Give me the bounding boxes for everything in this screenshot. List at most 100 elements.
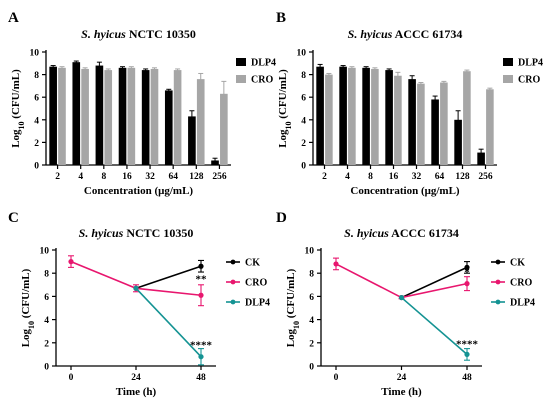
bar-dlp4 xyxy=(339,66,347,165)
y-tick-label: 4 xyxy=(309,316,314,326)
y-tick-label: 2 xyxy=(309,339,314,349)
x-axis-label: Time (h) xyxy=(116,386,157,398)
x-tick-label: 2 xyxy=(322,172,327,182)
legend-label: CK xyxy=(245,258,260,269)
data-point-dlp4 xyxy=(198,354,204,360)
x-tick-label: 4 xyxy=(78,172,83,182)
bar-dlp4 xyxy=(141,70,150,165)
x-axis-label: Concentration (μg/mL) xyxy=(350,185,460,197)
y-tick-label: 8 xyxy=(309,270,314,280)
bar-dlp4 xyxy=(118,67,127,165)
bar-dlp4 xyxy=(454,119,462,165)
bar-cro xyxy=(440,82,448,165)
legend-marker xyxy=(230,259,236,265)
data-point-dlp4 xyxy=(398,294,405,301)
data-point-cro xyxy=(68,259,74,265)
bar-dlp4 xyxy=(362,67,370,165)
x-tick-label: 0 xyxy=(69,373,74,383)
y-tick-label: 10 xyxy=(305,247,315,257)
bar-cro xyxy=(220,93,228,165)
legend-label: DLP4 xyxy=(251,58,276,69)
legend-label: CRO xyxy=(245,278,267,289)
x-tick-label: 128 xyxy=(189,172,204,182)
x-tick-label: 256 xyxy=(478,172,493,182)
significance-label: **** xyxy=(456,338,479,350)
bar-cro xyxy=(127,67,136,165)
x-tick-label: 128 xyxy=(455,172,470,182)
chart-title: S. hyicus NCTC 10350 xyxy=(79,226,194,240)
legend-marker xyxy=(230,299,236,305)
y-tick-label: 0 xyxy=(301,162,306,172)
x-tick-label: 8 xyxy=(101,172,106,182)
x-tick-label: 32 xyxy=(145,172,155,182)
x-tick-label: 48 xyxy=(462,373,472,383)
bar-dlp4 xyxy=(477,152,485,165)
x-tick-label: 32 xyxy=(412,172,422,182)
bar-cro xyxy=(486,89,494,165)
chart-panel-b: B S. hyicus ACCC 61734 0 2 4 6 8 10 Log10 (CFU/m… xyxy=(276,10,543,197)
legend-marker xyxy=(495,259,501,265)
chart-title-species: S. hyicus xyxy=(348,27,393,41)
y-tick-label: 6 xyxy=(34,94,39,104)
bar-dlp4 xyxy=(95,65,104,165)
bar-dlp4 xyxy=(316,66,324,165)
y-tick-label: 0 xyxy=(44,363,49,373)
y-tick-label: 0 xyxy=(34,162,39,172)
y-axis-label: Log10 (CFU/mL) xyxy=(20,268,36,347)
legend-label: CRO xyxy=(518,75,540,86)
y-tick-label: 6 xyxy=(44,293,49,303)
y-tick-label: 6 xyxy=(309,293,314,303)
x-axis-label: Time (h) xyxy=(381,386,422,398)
bar-cro xyxy=(463,71,471,165)
bar-dlp4 xyxy=(72,62,81,165)
y-tick-label: 8 xyxy=(34,71,39,81)
y-tick-label: 4 xyxy=(44,316,49,326)
bar-cro xyxy=(417,83,425,165)
bar-cro xyxy=(150,68,159,165)
data-point-cro xyxy=(464,281,470,287)
data-point-ck xyxy=(464,264,470,270)
legend-swatch-dlp4 xyxy=(236,58,246,66)
y-tick-label: 2 xyxy=(34,139,39,149)
bar-dlp4 xyxy=(188,116,196,165)
chart-title: S. hyicus ACCC 61734 xyxy=(348,27,463,41)
chart-title-strain: ACCC 61734 xyxy=(392,27,462,41)
x-tick-label: 4 xyxy=(345,172,350,182)
x-axis-label: Concentration (μg/mL) xyxy=(84,185,194,197)
x-tick-label: 64 xyxy=(168,172,178,182)
significance-label: ** xyxy=(196,273,208,285)
y-tick-label: 10 xyxy=(30,49,40,59)
y-tick-label: 0 xyxy=(309,363,314,373)
legend-label: CRO xyxy=(510,278,532,289)
series-line-ck xyxy=(135,265,202,290)
y-tick-label: 10 xyxy=(40,247,50,257)
y-tick-label: 2 xyxy=(301,139,306,149)
legend-marker xyxy=(495,299,501,305)
series-line-ck xyxy=(401,266,468,299)
data-point-dlp4 xyxy=(133,285,139,291)
chart-title-strain: NCTC 10350 xyxy=(126,27,196,41)
x-tick-label: 24 xyxy=(397,373,407,383)
x-tick-label: 16 xyxy=(389,172,399,182)
bar-cro xyxy=(371,68,379,165)
x-tick-label: 8 xyxy=(368,172,373,182)
x-tick-label: 2 xyxy=(55,172,60,182)
bar-cro xyxy=(325,74,333,165)
legend-marker xyxy=(495,279,501,285)
bar-cro xyxy=(173,70,182,165)
legend-marker xyxy=(230,279,236,285)
legend-label: DLP4 xyxy=(518,58,543,69)
bar-cro xyxy=(394,75,402,165)
y-axis-label: Log10 (CFU/mL) xyxy=(285,268,301,347)
bar-dlp4 xyxy=(431,99,439,165)
bar-cro xyxy=(81,68,89,165)
y-axis-label: Log10 (CFU/mL) xyxy=(10,69,26,148)
data-point-dlp4 xyxy=(464,351,470,357)
x-tick-label: 256 xyxy=(212,172,227,182)
panel-letter: B xyxy=(276,10,286,26)
bar-dlp4 xyxy=(385,70,393,165)
data-point-ck xyxy=(198,263,204,269)
chart-title-species: S. hyicus xyxy=(81,27,126,41)
